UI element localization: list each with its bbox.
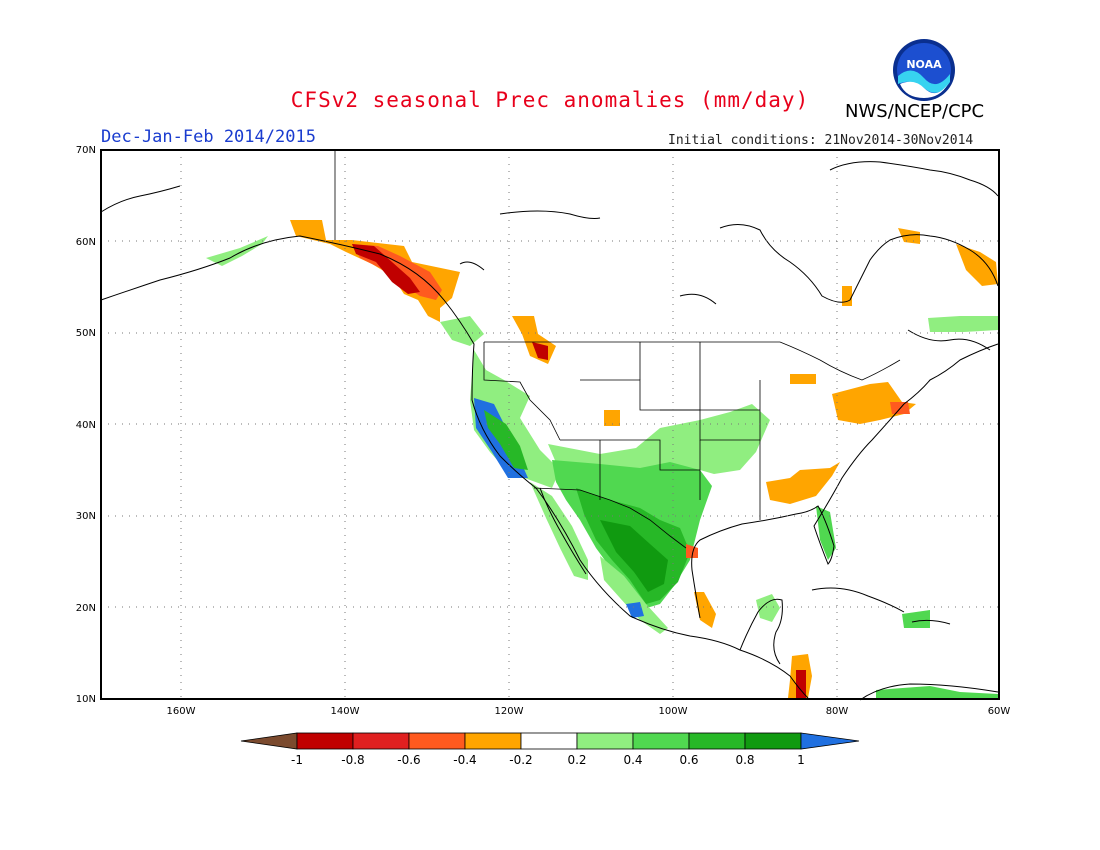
colorbar-bin-7 xyxy=(632,732,690,750)
colorbar-label-1: 1 xyxy=(797,753,805,767)
noaa-logo: NOAA xyxy=(893,39,955,101)
colorbar-bin-2 xyxy=(352,732,410,750)
lon-label-140w: 140W xyxy=(331,706,360,717)
region-aleutian-wet xyxy=(206,236,268,266)
colorbar-label-minus-0.6: -0.6 xyxy=(397,753,420,767)
region-great-lakes-dry xyxy=(790,374,816,384)
colorbar-under-arrow xyxy=(240,732,298,750)
map-title: CFSv2 seasonal Prec anomalies (mm/day) xyxy=(290,88,810,112)
initial-conditions-label: Initial conditions: 21Nov2014-30Nov2014 xyxy=(668,133,974,148)
lat-label-60n: 60N xyxy=(76,237,96,248)
political-borders xyxy=(334,150,901,549)
region-bc-coast-wet xyxy=(440,316,484,346)
colorbar-label-0.2: 0.2 xyxy=(567,753,586,767)
lat-label-40n: 40N xyxy=(76,420,96,431)
region-cuba-wet xyxy=(902,610,930,628)
graticule xyxy=(101,150,999,699)
coastlines xyxy=(100,161,999,701)
season-label: Dec-Jan-Feb 2014/2015 xyxy=(101,127,316,147)
colorbar-bin-5 xyxy=(520,732,578,750)
colorbar-bin-9 xyxy=(744,732,802,750)
region-alaska-southeast-coast xyxy=(352,244,420,294)
region-labrador-dry xyxy=(898,228,920,244)
colorbar-label-minus-0.2: -0.2 xyxy=(509,753,532,767)
lon-label-60w: 60W xyxy=(988,706,1011,717)
region-gulf-mexico-dry xyxy=(694,592,716,628)
region-west-coast-wet xyxy=(470,350,560,488)
region-central-america-core xyxy=(796,670,806,698)
colorbar-bin-1 xyxy=(296,732,354,750)
svg-text:NOAA: NOAA xyxy=(906,58,942,71)
region-eastern-canada-dry xyxy=(956,244,998,286)
colorbar-label-minus-0.4: -0.4 xyxy=(453,753,476,767)
lat-label-70n: 70N xyxy=(76,145,96,156)
colorbar-label-0.6: 0.6 xyxy=(679,753,698,767)
colorbar-bin-8 xyxy=(688,732,746,750)
lon-label-80w: 80W xyxy=(826,706,849,717)
lat-label-20n: 20N xyxy=(76,603,96,614)
region-mexico-core xyxy=(600,520,668,592)
colorbar xyxy=(240,732,860,750)
region-colorado-dry xyxy=(604,410,620,426)
colorbar-bin-6 xyxy=(576,732,634,750)
region-florida-wet xyxy=(816,506,836,560)
colorbar-over-arrow xyxy=(800,732,860,750)
map-border xyxy=(100,149,1000,700)
region-idaho-dry-core xyxy=(532,342,548,360)
region-texas-coast xyxy=(686,544,698,558)
region-southeast-us-dry xyxy=(766,462,840,504)
colorbar-label-0.4: 0.4 xyxy=(623,753,642,767)
region-gulf-of-alaska-dry xyxy=(290,220,460,322)
lat-label-50n: 50N xyxy=(76,328,96,339)
region-hudson-dry xyxy=(842,286,852,306)
colorbar-bin-4 xyxy=(464,732,522,750)
region-mexico-blue xyxy=(626,602,644,618)
lat-label-10n: 10N xyxy=(76,694,96,705)
colorbar-label-minus-0.8: -0.8 xyxy=(341,753,364,767)
region-mexico-pacific-coast xyxy=(600,556,668,634)
region-california-green xyxy=(484,410,528,470)
lon-label-120w: 120W xyxy=(495,706,524,717)
region-south-america-wet xyxy=(876,686,998,699)
lon-label-100w: 100W xyxy=(659,706,688,717)
colorbar-bin-3 xyxy=(408,732,466,750)
region-baja-wet xyxy=(530,482,588,580)
region-yucatan-wet xyxy=(756,594,780,622)
colorbar-label-minus-1: -1 xyxy=(291,753,303,767)
lon-label-160w: 160W xyxy=(167,706,196,717)
organization-label: NWS/NCEP/CPC xyxy=(845,101,985,122)
colorbar-label-0.8: 0.8 xyxy=(735,753,754,767)
anomaly-fields xyxy=(206,220,998,699)
region-maritimes-wet xyxy=(928,316,998,332)
lat-label-30n: 30N xyxy=(76,511,96,522)
